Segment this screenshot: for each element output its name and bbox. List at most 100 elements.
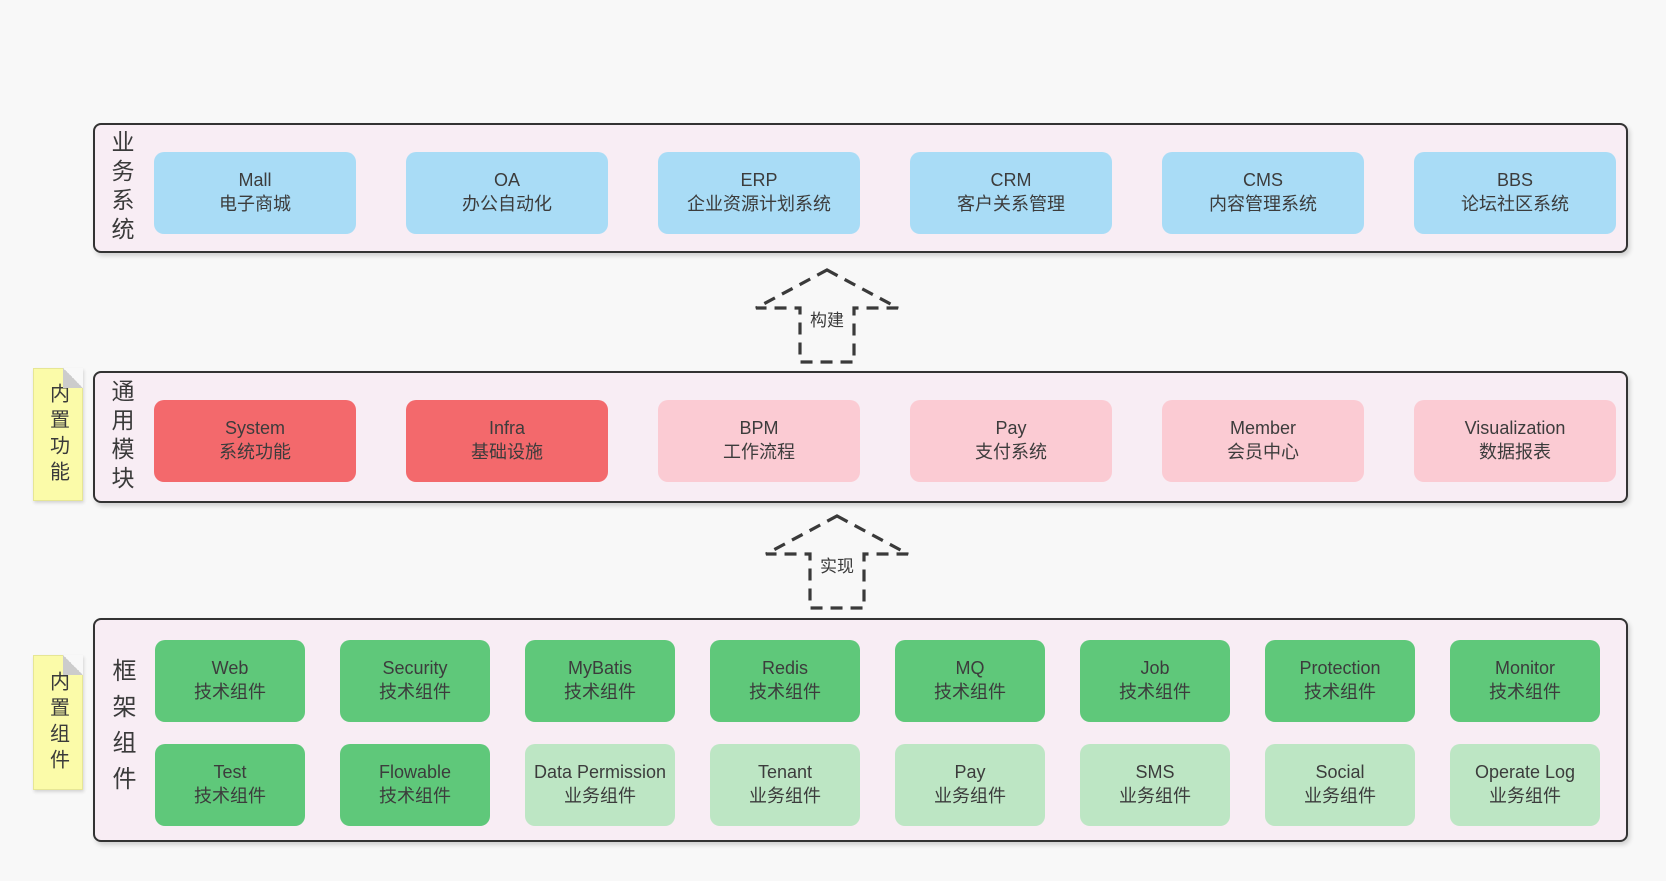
box-mybatis: MyBatis 技术组件	[525, 640, 675, 722]
box-pay-module: Pay 支付系统	[910, 400, 1112, 482]
arrow-implement-label: 实现	[817, 552, 857, 577]
box-title: CRM	[990, 170, 1032, 191]
box-test: Test 技术组件	[155, 744, 305, 826]
box-subtitle: 技术组件	[564, 682, 636, 702]
arrow-build-label: 构建	[807, 306, 847, 331]
box-oa: OA 办公自动化	[406, 152, 608, 234]
box-subtitle: 技术组件	[749, 682, 821, 702]
box-title: System	[224, 418, 285, 439]
band-framework-components: 框架组件 Web 技术组件 Security 技术组件 MyBatis 技术组件…	[93, 618, 1628, 842]
box-subtitle: 内容管理系统	[1209, 194, 1317, 214]
box-title: Pay	[995, 418, 1027, 439]
band-common-modules-row: System 系统功能 Infra 基础设施 BPM 工作流程 Pay 支付系统…	[154, 400, 1616, 482]
box-subtitle: 业务组件	[564, 786, 636, 806]
framework-components-row-1: Web 技术组件 Security 技术组件 MyBatis 技术组件 Redi…	[155, 640, 1600, 722]
box-bpm: BPM 工作流程	[658, 400, 860, 482]
box-title: BBS	[1496, 170, 1534, 191]
box-subtitle: 技术组件	[1119, 682, 1191, 702]
box-monitor: Monitor 技术组件	[1450, 640, 1600, 722]
box-social: Social 业务组件	[1265, 744, 1415, 826]
box-title: Flowable	[378, 762, 452, 783]
framework-components-row-2: Test 技术组件 Flowable 技术组件 Data Permission …	[155, 744, 1600, 826]
box-mall: Mall 电子商城	[154, 152, 356, 234]
box-title: Data Permission	[533, 762, 667, 783]
box-subtitle: 业务组件	[934, 786, 1006, 806]
box-operate-log: Operate Log 业务组件	[1450, 744, 1600, 826]
band-common-modules-label: 通用模块	[108, 379, 134, 495]
box-subtitle: 业务组件	[1119, 786, 1191, 806]
fold-corner-icon	[63, 655, 83, 675]
arrow-build: 构建	[752, 266, 902, 366]
box-cms: CMS 内容管理系统	[1162, 152, 1364, 234]
box-web: Web 技术组件	[155, 640, 305, 722]
box-subtitle: 客户关系管理	[957, 194, 1065, 214]
box-visualization: Visualization 数据报表	[1414, 400, 1616, 482]
band-framework-components-label: 框架组件	[108, 658, 135, 802]
box-subtitle: 业务组件	[1489, 786, 1561, 806]
box-title: SMS	[1135, 762, 1175, 783]
box-subtitle: 办公自动化	[462, 194, 552, 214]
up-arrow-icon	[755, 268, 899, 364]
box-title: CMS	[1243, 170, 1283, 191]
box-title: Member	[1229, 418, 1296, 439]
box-crm: CRM 客户关系管理	[910, 152, 1112, 234]
box-title: Web	[211, 658, 249, 679]
box-title: Visualization	[1464, 418, 1566, 439]
box-bbs: BBS 论坛社区系统	[1414, 152, 1616, 234]
box-subtitle: 技术组件	[194, 786, 266, 806]
box-tenant: Tenant 业务组件	[710, 744, 860, 826]
box-flowable: Flowable 技术组件	[340, 744, 490, 826]
box-subtitle: 技术组件	[934, 682, 1006, 702]
box-erp: ERP 企业资源计划系统	[658, 152, 860, 234]
box-job: Job 技术组件	[1080, 640, 1230, 722]
box-title: MQ	[955, 658, 985, 679]
box-subtitle: 支付系统	[975, 442, 1047, 462]
box-subtitle: 工作流程	[723, 442, 795, 462]
box-subtitle: 技术组件	[194, 682, 266, 702]
box-title: BPM	[739, 418, 779, 439]
box-title: Operate Log	[1474, 762, 1576, 783]
box-data-permission: Data Permission 业务组件	[525, 744, 675, 826]
box-subtitle: 业务组件	[1304, 786, 1376, 806]
sticky-built-in-components: 内置组件	[33, 655, 83, 790]
box-subtitle: 业务组件	[749, 786, 821, 806]
box-title: Monitor	[1494, 658, 1556, 679]
box-title: Pay	[954, 762, 986, 783]
fold-corner-icon	[63, 368, 83, 388]
box-title: Redis	[761, 658, 809, 679]
box-title: Social	[1315, 762, 1365, 783]
sticky-built-in-features: 内置功能	[33, 368, 83, 501]
box-subtitle: 基础设施	[471, 442, 543, 462]
sticky-built-in-features-label: 内置功能	[46, 382, 69, 487]
box-title: Job	[1140, 658, 1170, 679]
band-business-systems-label: 业务系统	[108, 130, 134, 246]
box-subtitle: 企业资源计划系统	[687, 194, 831, 214]
box-subtitle: 技术组件	[379, 786, 451, 806]
box-subtitle: 数据报表	[1479, 442, 1551, 462]
sticky-built-in-components-label: 内置组件	[46, 670, 69, 775]
box-system: System 系统功能	[154, 400, 356, 482]
arrow-implement: 实现	[762, 512, 912, 612]
up-arrow-icon	[765, 514, 909, 610]
box-security: Security 技术组件	[340, 640, 490, 722]
band-common-modules: 通用模块 System 系统功能 Infra 基础设施 BPM 工作流程 Pay…	[93, 371, 1628, 503]
box-member: Member 会员中心	[1162, 400, 1364, 482]
box-subtitle: 会员中心	[1227, 442, 1299, 462]
box-subtitle: 系统功能	[219, 442, 291, 462]
box-title: OA	[493, 170, 520, 191]
band-business-systems-row: Mall 电子商城 OA 办公自动化 ERP 企业资源计划系统 CRM 客户关系…	[154, 152, 1616, 234]
box-subtitle: 技术组件	[1304, 682, 1376, 702]
box-sms: SMS 业务组件	[1080, 744, 1230, 826]
box-protection: Protection 技术组件	[1265, 640, 1415, 722]
box-redis: Redis 技术组件	[710, 640, 860, 722]
box-subtitle: 论坛社区系统	[1461, 194, 1569, 214]
box-title: Test	[213, 762, 247, 783]
box-title: Infra	[488, 418, 526, 439]
band-business-systems: 业务系统 Mall 电子商城 OA 办公自动化 ERP 企业资源计划系统 CRM…	[93, 123, 1628, 253]
box-title: Protection	[1299, 658, 1381, 679]
box-title: Tenant	[757, 762, 813, 783]
box-subtitle: 技术组件	[1489, 682, 1561, 702]
box-title: ERP	[740, 170, 778, 191]
box-infra: Infra 基础设施	[406, 400, 608, 482]
